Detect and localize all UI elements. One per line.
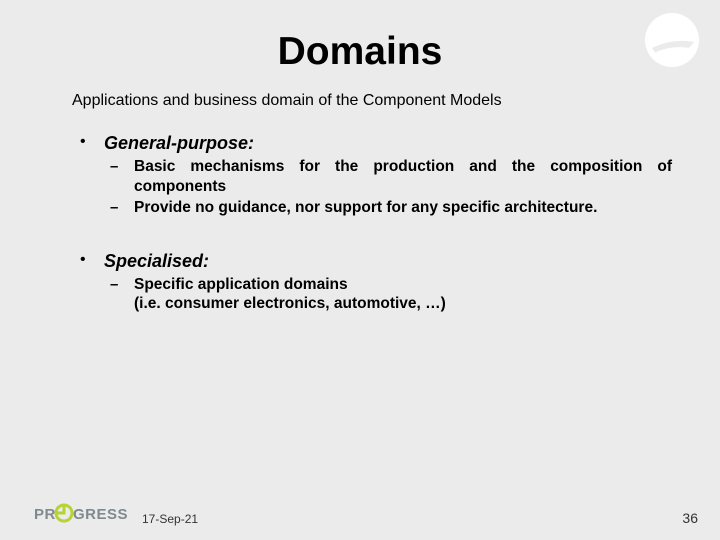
- footer-date: 17-Sep-21: [142, 512, 198, 526]
- bullet-mark: •: [80, 132, 104, 153]
- progress-logo: PR GRESS: [12, 503, 132, 530]
- svg-text:GRESS: GRESS: [73, 506, 128, 523]
- sub-bullets-0: – Basic mechanisms for the production an…: [0, 157, 720, 217]
- bullet-heading-0: General-purpose:: [104, 132, 254, 155]
- sub-mark: –: [110, 157, 134, 177]
- bullet-mark: •: [80, 250, 104, 271]
- bullet-section-1: • Specialised:: [0, 250, 720, 273]
- slide-subtitle: Applications and business domain of the …: [0, 92, 720, 132]
- sub-mark: –: [110, 275, 134, 295]
- bullet-heading-1: Specialised:: [104, 250, 209, 273]
- sub-text-0-1: Provide no guidance, nor support for any…: [134, 198, 597, 217]
- footer-page: 36: [682, 510, 698, 526]
- sub-bullets-1: – Specific application domains (i.e. con…: [0, 275, 720, 314]
- sub-text-0-0: Basic mechanisms for the production and …: [134, 157, 672, 196]
- globe-icon: [642, 10, 702, 70]
- sub-mark: –: [110, 198, 134, 218]
- slide-title: Domains: [0, 0, 720, 92]
- sub-text-1-0: Specific application domains (i.e. consu…: [134, 275, 446, 314]
- svg-text:PR: PR: [34, 506, 56, 523]
- bullet-section-0: • General-purpose:: [0, 132, 720, 155]
